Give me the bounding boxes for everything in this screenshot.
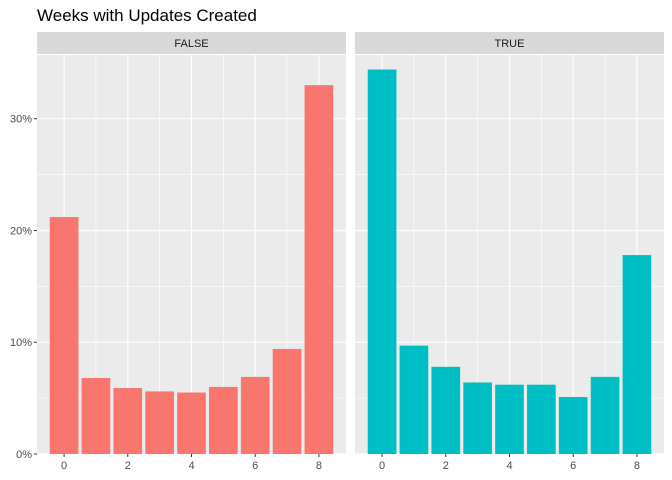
bar-false-5 [209, 386, 238, 454]
y-tick-label: 0% [16, 449, 32, 461]
x-tick-label: 8 [634, 460, 640, 472]
x-tick-label: 6 [570, 460, 576, 472]
bar-true-7 [590, 376, 620, 454]
bar-false-1 [81, 378, 111, 454]
bar-true-1 [399, 345, 429, 454]
bar-true-0 [367, 69, 397, 454]
bar-false-8 [304, 85, 334, 455]
x-tick-label: 2 [443, 460, 449, 472]
chart-title: Weeks with Updates Created [37, 6, 257, 25]
x-tick-label: 6 [252, 460, 258, 472]
x-tick-label: 8 [316, 460, 322, 472]
x-tick-label: 4 [188, 460, 194, 472]
bar-false-7 [272, 348, 302, 454]
bar-false-4 [177, 392, 206, 454]
bar-true-5 [527, 384, 556, 454]
facet-strip-label: TRUE [495, 38, 525, 50]
bar-false-2 [113, 388, 143, 454]
facet-strip [37, 32, 346, 54]
bar-true-8 [622, 255, 652, 454]
facet-panels: FALSE 0 2 4 6 8 TRUE 0 2 4 6 8 [37, 32, 664, 472]
bar-false-6 [240, 376, 270, 454]
x-tick-label: 4 [506, 460, 512, 472]
bar-true-3 [463, 382, 492, 454]
bar-true-2 [431, 366, 461, 454]
facet-panel-true: TRUE 0 2 4 6 8 [355, 32, 664, 472]
y-tick-label: 20% [10, 225, 32, 237]
x-tick-label: 2 [125, 460, 131, 472]
facet-strip-label: FALSE [174, 38, 208, 50]
y-tick-label: 10% [10, 337, 32, 349]
y-axis: 0% 10% 20% 30% [10, 114, 37, 461]
y-tick-label: 30% [10, 114, 32, 126]
bar-true-4 [495, 384, 524, 454]
bar-true-6 [558, 397, 588, 454]
bar-false-0 [49, 217, 79, 454]
facet-panel-false: FALSE 0 2 4 6 8 [37, 32, 346, 472]
x-tick-label: 0 [379, 460, 385, 472]
bar-false-3 [145, 391, 174, 454]
x-tick-label: 0 [61, 460, 67, 472]
facet-strip [355, 32, 664, 54]
